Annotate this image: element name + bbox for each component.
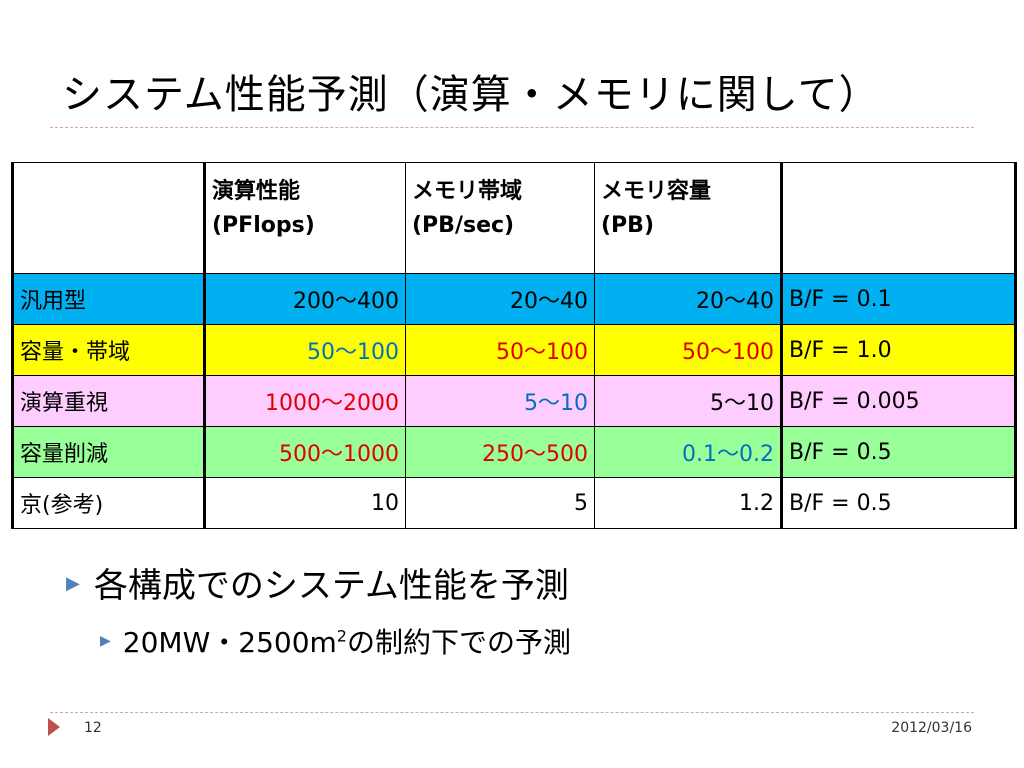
bf-ratio: B/F = 1.0 <box>780 324 1017 376</box>
bandwidth-value: 5～10 <box>405 375 595 427</box>
bullet-triangle-icon: ▶ <box>66 573 80 594</box>
bullet-level2-prefix: 20MW・2500m <box>122 626 337 659</box>
header-cell-empty <box>11 162 205 274</box>
compute-value: 500～1000 <box>203 426 406 478</box>
row-label: 容量・帯域 <box>11 324 205 376</box>
footer-divider <box>50 712 974 713</box>
footer-arrow-icon <box>48 718 60 736</box>
capacity-value: 5～10 <box>594 375 782 427</box>
bandwidth-value: 250～500 <box>405 426 595 478</box>
capacity-value: 20～40 <box>594 273 782 325</box>
bf-ratio: B/F = 0.5 <box>780 477 1017 529</box>
header-bandwidth: メモリ帯域 (PB/sec) <box>405 162 595 274</box>
bullet-level2: ▶ 20MW・2500m2の制約下での予測 <box>100 621 571 661</box>
row-label: 演算重視 <box>11 375 205 427</box>
bullet-level1: ▶ 各構成でのシステム性能を予測 <box>66 558 569 607</box>
header-capacity: メモリ容量 (PB) <box>594 162 782 274</box>
capacity-value: 0.1～0.2 <box>594 426 782 478</box>
table-row: 汎用型 200～400 20～40 20～40 B/F = 0.1 <box>11 273 1017 325</box>
table-row: 容量削減 500～1000 250～500 0.1～0.2 B/F = 0.5 <box>11 426 1017 478</box>
bullet-level2-superscript: 2 <box>336 626 347 646</box>
bandwidth-value: 50～100 <box>405 324 595 376</box>
bf-ratio: B/F = 0.1 <box>780 273 1017 325</box>
slide-title: システム性能予測（演算・メモリに関して） <box>62 72 880 118</box>
capacity-value: 50～100 <box>594 324 782 376</box>
capacity-value: 1.2 <box>594 477 782 529</box>
bandwidth-value: 20～40 <box>405 273 595 325</box>
compute-value: 50～100 <box>203 324 406 376</box>
performance-table: 演算性能 (PFlops) メモリ帯域 (PB/sec) メモリ容量 (PB) 汎用型… <box>11 162 1017 529</box>
compute-value: 10 <box>203 477 406 529</box>
slide-date: 2012/03/16 <box>891 720 972 736</box>
row-label: 汎用型 <box>11 273 205 325</box>
header-cell-bf <box>780 162 1017 274</box>
title-divider <box>50 127 974 128</box>
table-row: 京(参考) 10 5 1.2 B/F = 0.5 <box>11 477 1017 529</box>
row-label: 京(参考) <box>11 477 205 529</box>
page-number: 12 <box>84 720 102 736</box>
bullet-triangle-icon: ▶ <box>100 633 111 649</box>
table-row: 容量・帯域 50～100 50～100 50～100 B/F = 1.0 <box>11 324 1017 376</box>
table-header-row: 演算性能 (PFlops) メモリ帯域 (PB/sec) メモリ容量 (PB) <box>11 162 1017 274</box>
bf-ratio: B/F = 0.5 <box>780 426 1017 478</box>
table-row: 演算重視 1000～2000 5～10 5～10 B/F = 0.005 <box>11 375 1017 427</box>
bf-ratio: B/F = 0.005 <box>780 375 1017 427</box>
row-label: 容量削減 <box>11 426 205 478</box>
bandwidth-value: 5 <box>405 477 595 529</box>
header-compute: 演算性能 (PFlops) <box>203 162 406 274</box>
bullet-level2-suffix: の制約下での予測 <box>346 626 571 659</box>
bullet-level1-text: 各構成でのシステム性能を予測 <box>93 566 569 606</box>
compute-value: 200～400 <box>203 273 406 325</box>
compute-value: 1000～2000 <box>203 375 406 427</box>
